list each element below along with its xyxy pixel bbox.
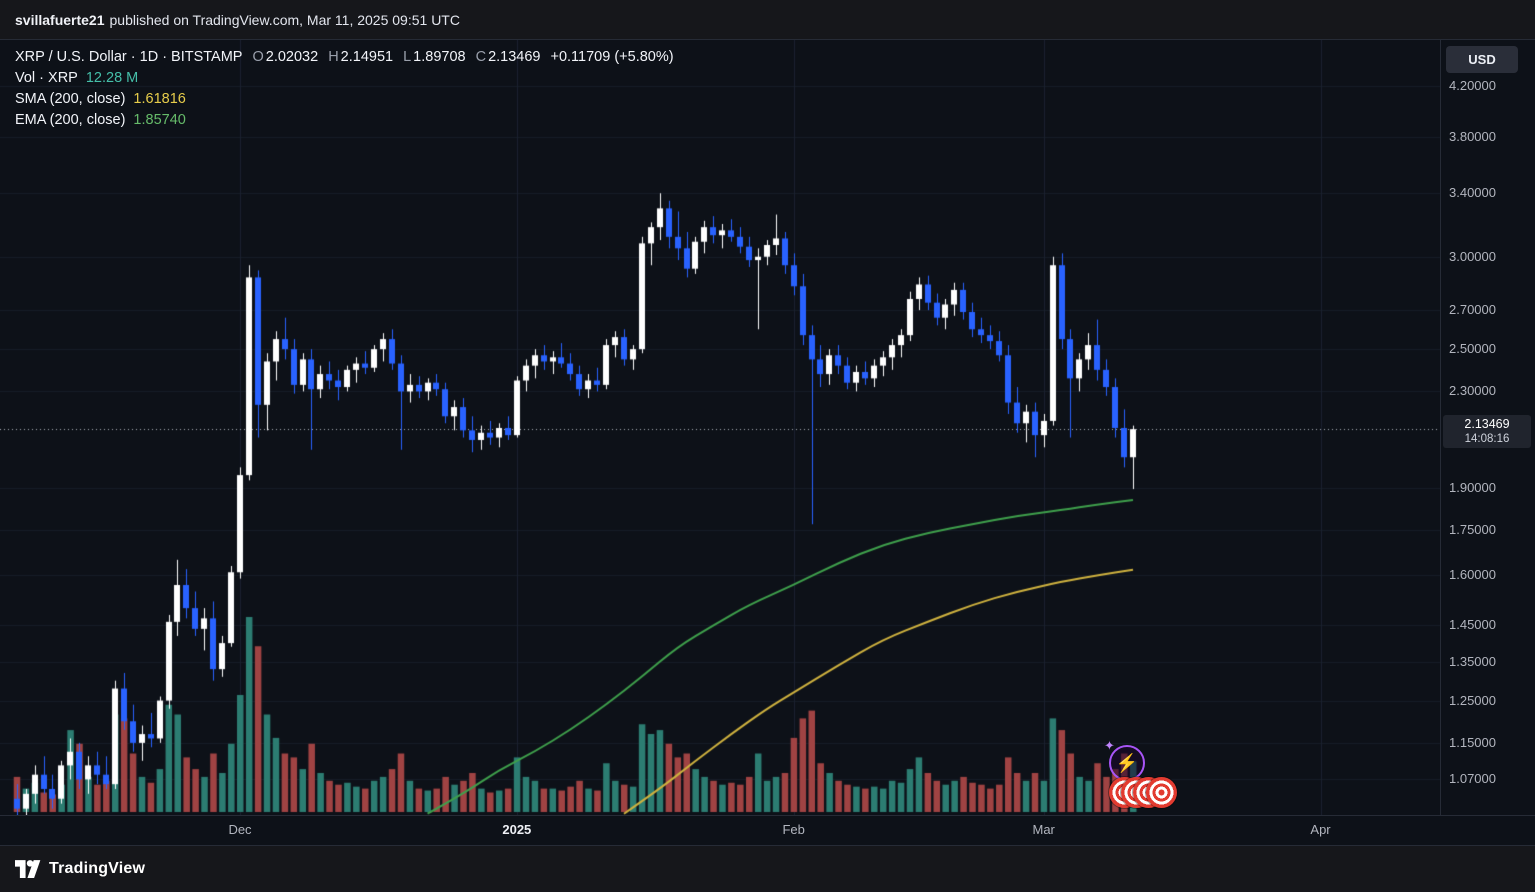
- price-axis[interactable]: USD 2.13469 14:08:16 4.20000 3.80000 3.400…: [1440, 40, 1535, 815]
- ema-value: 1.85740: [133, 111, 186, 128]
- volume-value: 12.28 M: [85, 69, 139, 86]
- price-tick-label: 1.75000: [1449, 521, 1496, 537]
- price-tick-label: 1.90000: [1449, 480, 1496, 496]
- sticker-lightning-icon[interactable]: ⚡ ✦: [1104, 738, 1145, 781]
- time-tick-label: Apr: [1310, 822, 1331, 837]
- chart-legend: XRP / U.S. Dollar · 1D · BITSTAMP O 2.02…: [15, 46, 674, 130]
- high-value: 2.14951: [340, 48, 394, 65]
- time-tick-label: 2025: [502, 822, 532, 837]
- lightning-glyph: ⚡: [1115, 752, 1139, 773]
- legend-volume-row[interactable]: Vol · XRP 12.28 M: [15, 67, 674, 88]
- time-axis[interactable]: Dec 2025 Feb Mar Apr: [0, 815, 1535, 845]
- low-label: L: [403, 48, 412, 65]
- volume-label: Vol · XRP: [15, 69, 78, 86]
- price-tick-label: 4.20000: [1449, 78, 1496, 94]
- tradingview-wordmark[interactable]: TradingView: [49, 860, 146, 877]
- price-tick-label: 2.50000: [1449, 341, 1496, 357]
- author-username: svillafuerte21: [15, 11, 105, 28]
- legend-symbol-row[interactable]: XRP / U.S. Dollar · 1D · BITSTAMP O 2.02…: [15, 46, 674, 67]
- time-tick-label: Feb: [782, 822, 805, 837]
- close-label: C: [475, 48, 487, 65]
- symbol-title: XRP / U.S. Dollar · 1D · BITSTAMP: [15, 48, 243, 65]
- price-tick-label: 2.30000: [1449, 383, 1496, 399]
- open-value: 2.02032: [265, 48, 319, 65]
- price-tick-label: 3.00000: [1449, 248, 1496, 264]
- price-tick-label: 2.70000: [1449, 302, 1496, 318]
- low-value: 1.89708: [413, 48, 466, 65]
- change-value: +0.11709 (+5.80%): [550, 48, 674, 65]
- price-tick-label: 1.07000: [1449, 771, 1496, 787]
- open-label: O: [252, 48, 264, 65]
- last-price-badge: 2.13469 14:08:16: [1443, 415, 1531, 449]
- price-tick-label: 1.35000: [1449, 653, 1496, 669]
- price-tick-label: 3.80000: [1449, 128, 1496, 144]
- ring-emoji-icon: [1146, 777, 1177, 808]
- price-tick-label: 1.45000: [1449, 617, 1496, 633]
- price-tick-label: 3.40000: [1449, 185, 1496, 201]
- high-label: H: [328, 48, 339, 65]
- bar-countdown: 14:08:16: [1464, 433, 1510, 446]
- sparkle-icon: ✦: [1104, 738, 1115, 753]
- legend-ema-row[interactable]: EMA (200, close) 1.85740: [15, 109, 674, 130]
- last-price-value: 2.13469: [1464, 417, 1510, 432]
- sma-value: 1.61816: [133, 90, 186, 107]
- ema-label: EMA (200, close): [15, 111, 126, 128]
- time-tick-label: Dec: [228, 822, 252, 837]
- price-tick-label: 1.60000: [1449, 567, 1496, 583]
- footer-bar: TradingView: [0, 845, 1535, 892]
- publish-info-text: published on TradingView.com, Mar 11, 20…: [109, 11, 460, 28]
- sma-label: SMA (200, close): [15, 90, 126, 107]
- close-value: 2.13469: [488, 48, 541, 65]
- time-tick-label: Mar: [1032, 822, 1055, 837]
- sticker-rings-icon[interactable]: [1109, 777, 1181, 809]
- tradingview-logo-icon[interactable]: [15, 858, 41, 880]
- legend-sma-row[interactable]: SMA (200, close) 1.61816: [15, 88, 674, 109]
- price-chart-canvas[interactable]: [0, 40, 1440, 815]
- price-tick-label: 1.15000: [1449, 734, 1496, 750]
- publish-info-bar: svillafuerte21 published on TradingView.…: [0, 0, 1535, 40]
- currency-toggle-button[interactable]: USD: [1446, 46, 1518, 73]
- price-tick-label: 1.25000: [1449, 692, 1496, 708]
